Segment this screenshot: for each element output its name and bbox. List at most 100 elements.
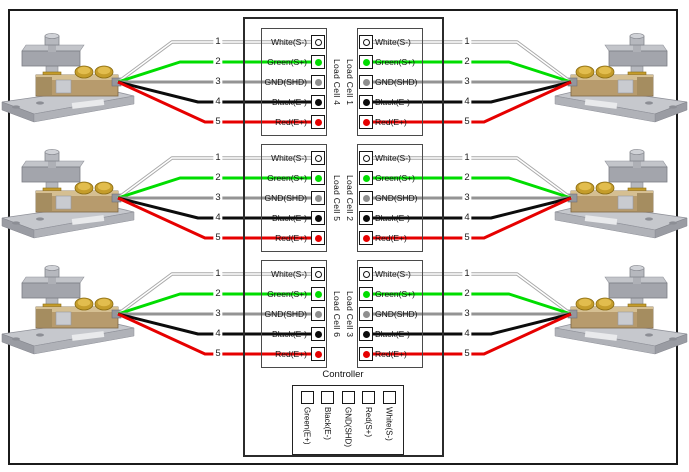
terminal-dot: [362, 118, 370, 126]
wire-black-e-minus-right: [371, 80, 572, 104]
terminal-dot: [314, 78, 322, 86]
wire-number: 2: [213, 288, 223, 299]
pin-label: White(S-): [271, 269, 307, 279]
wire-number: 2: [462, 172, 472, 183]
wire-number: 4: [213, 328, 223, 339]
controller-terminal-label: GND(SHD): [343, 407, 353, 447]
wire-number: 3: [213, 192, 223, 203]
terminal-square-red-e-plus: [311, 231, 325, 245]
terminal-dot: [362, 194, 370, 202]
controller-terminal-square: [341, 391, 355, 404]
terminal-square-red-e-plus: [359, 347, 373, 361]
terminal-square-black-e-minus: [311, 95, 325, 109]
wire-number: 1: [213, 268, 223, 279]
terminal-dot: [362, 78, 370, 86]
wire-number: 5: [213, 348, 223, 359]
terminal-dot: [362, 58, 370, 66]
pin-label: Black(E-): [375, 97, 410, 107]
terminal-square-gnd-shd: [359, 307, 373, 321]
wire-number: 4: [462, 96, 472, 107]
pin-label: GND(SHD): [375, 193, 418, 203]
controller-terminal: Red(S+): [362, 391, 375, 437]
wire-number: 2: [213, 56, 223, 67]
wire-red-e-plus-left: [117, 312, 311, 356]
pin-label: GND(SHD): [264, 193, 308, 203]
terminal-dot: [314, 154, 322, 162]
connector-block-left-row3: White(S-) Green(S+) GND(SHD) Black(E-) Red(E…: [261, 260, 327, 368]
wire-number: 5: [462, 232, 472, 243]
pin-label: Red(E+): [275, 349, 307, 359]
terminal-square-black-e-minus: [359, 95, 373, 109]
terminal-dot: [362, 350, 370, 358]
controller-terminal-square: [362, 391, 375, 404]
terminal-dot: [362, 330, 370, 338]
terminal-square-green-s-plus: [311, 171, 325, 185]
wire-number: 4: [213, 96, 223, 107]
terminal-dot: [314, 38, 322, 46]
load-cell-image-left: [1, 264, 135, 355]
wire-number: 5: [462, 348, 472, 359]
terminal-square-red-e-plus: [359, 115, 373, 129]
pin-label: Black(E-): [272, 97, 307, 107]
terminal-dot: [362, 214, 370, 222]
wire-green-s-plus-left: [117, 292, 311, 316]
wire-white-core: [371, 273, 572, 315]
pin-label: Black(E-): [375, 329, 410, 339]
terminal-dot: [314, 214, 322, 222]
wire-green-s-plus-left: [117, 176, 311, 200]
terminal-dot: [314, 118, 322, 126]
terminal-dot: [314, 310, 322, 318]
wire-green-s-plus-right: [371, 60, 572, 84]
pin-label: White(S-): [375, 153, 411, 163]
connector-block-left-row1: White(S-) Green(S+) GND(SHD) Black(E-) Red(E…: [261, 28, 327, 136]
wire-number: 3: [213, 76, 223, 87]
wire-number: 1: [462, 268, 472, 279]
connector-block-left-row2: White(S-) Green(S+) GND(SHD) Black(E-) Red(E…: [261, 144, 327, 252]
terminal-dot: [362, 154, 370, 162]
wire-white-core: [371, 157, 572, 199]
wire-white-core: [117, 157, 311, 199]
load-cell-title-right-row1: Load Cell 1: [345, 58, 355, 106]
load-cell-image-left: [1, 32, 135, 123]
pin-label: Green(S+): [267, 173, 307, 183]
controller-terminal: Black(E-): [321, 391, 334, 440]
wire-red-e-plus-right: [371, 80, 572, 124]
terminal-square-gnd-shd: [311, 75, 325, 89]
pin-label: Green(S+): [267, 57, 307, 67]
wire-red-e-plus-left: [117, 80, 311, 124]
pin-label: Red(E+): [375, 117, 407, 127]
connector-block-right-row1: White(S-) Green(S+) GND(SHD) Black(E-) Red(E…: [357, 28, 423, 136]
terminal-dot: [314, 330, 322, 338]
pin-label: GND(SHD): [264, 309, 308, 319]
terminal-dot: [362, 270, 370, 278]
pin-label: GND(SHD): [264, 77, 308, 87]
wire-green-s-plus-left: [117, 60, 311, 84]
load-cell-image-right: [554, 32, 688, 123]
wire-red-e-plus-left: [117, 196, 311, 240]
pin-label: GND(SHD): [375, 77, 418, 87]
wire-black-e-minus-left: [117, 312, 311, 336]
connector-block-right-row2: White(S-) Green(S+) GND(SHD) Black(E-) Red(E…: [357, 144, 423, 252]
wire-number: 1: [213, 152, 223, 163]
terminal-dot: [314, 98, 322, 106]
controller-enclosure: [243, 17, 444, 457]
controller-terminal-strip: Green(E+) Black(E-) GND(SHD) Red(S+) White(S…: [292, 385, 404, 455]
pin-label: Green(S+): [375, 289, 415, 299]
terminal-square-gnd-shd: [311, 307, 325, 321]
wire-black-e-minus-left: [117, 80, 311, 104]
controller-terminal-square: [382, 391, 396, 404]
pin-label: White(S-): [375, 37, 411, 47]
terminal-dot: [314, 270, 322, 278]
controller-terminal-square: [300, 391, 314, 404]
controller-terminal-label: Green(E+): [302, 407, 312, 445]
pin-label: Black(E-): [272, 329, 307, 339]
wire-number: 1: [462, 36, 472, 47]
terminal-dot: [362, 174, 370, 182]
wire-black-e-minus-left: [117, 196, 311, 220]
terminal-square-black-e-minus: [311, 327, 325, 341]
terminal-dot: [362, 310, 370, 318]
wire-number: 3: [462, 192, 472, 203]
pin-label: White(S-): [271, 37, 307, 47]
load-cell-image-right: [554, 148, 688, 239]
terminal-square-red-e-plus: [311, 115, 325, 129]
